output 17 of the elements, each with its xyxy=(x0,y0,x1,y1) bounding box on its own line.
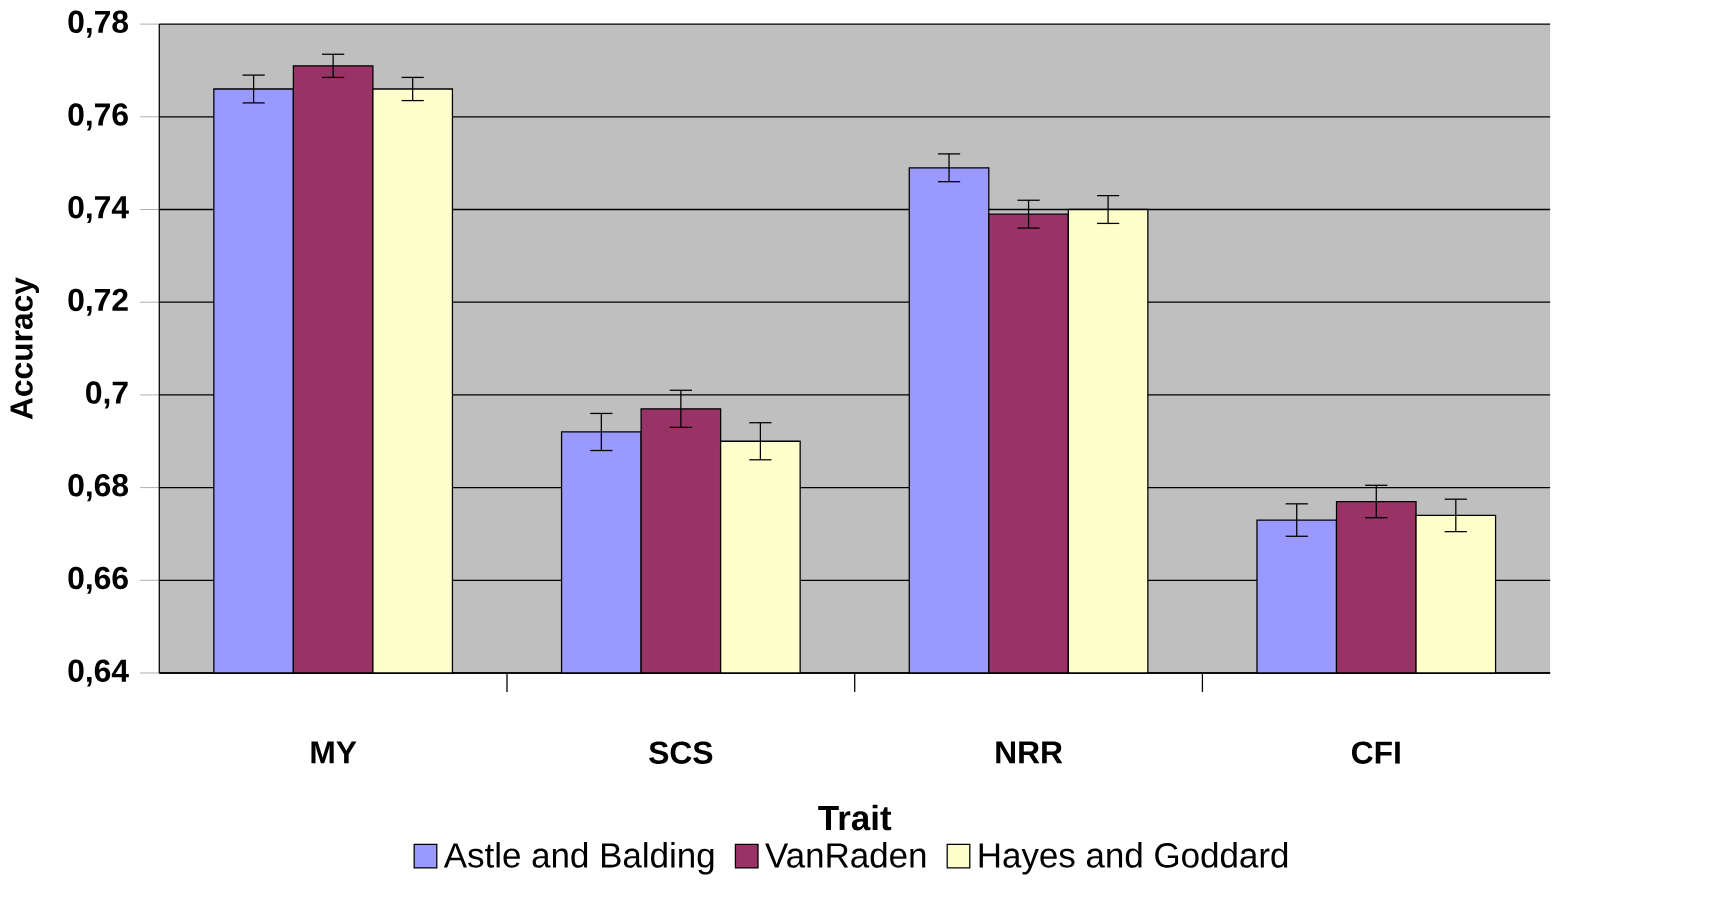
x-axis-title: Trait xyxy=(818,804,892,831)
y-tick-label: 0,72 xyxy=(68,288,128,316)
y-tick-label: 0,76 xyxy=(68,103,128,131)
x-tick-label: CFI xyxy=(1351,741,1400,765)
y-tick-label: 0,66 xyxy=(68,566,128,595)
y-tick-label: 0,64 xyxy=(68,659,129,687)
legend-label: VanRaden xyxy=(765,842,926,868)
y-axis-title: Accuracy xyxy=(10,277,40,420)
legend-label: Hayes and Goddard xyxy=(979,842,1288,875)
y-tick-label: 0,74 xyxy=(68,196,129,224)
y-tick-label: 0,78 xyxy=(68,10,129,38)
y-tick-label: 0,68 xyxy=(68,474,129,502)
x-tick-label: MY xyxy=(311,741,357,764)
x-tick-label: NRR xyxy=(996,741,1063,764)
y-tick-label: 0,7 xyxy=(86,381,128,409)
x-tick-label: SCS xyxy=(649,741,713,765)
legend-label: Astle and Balding xyxy=(443,842,714,875)
